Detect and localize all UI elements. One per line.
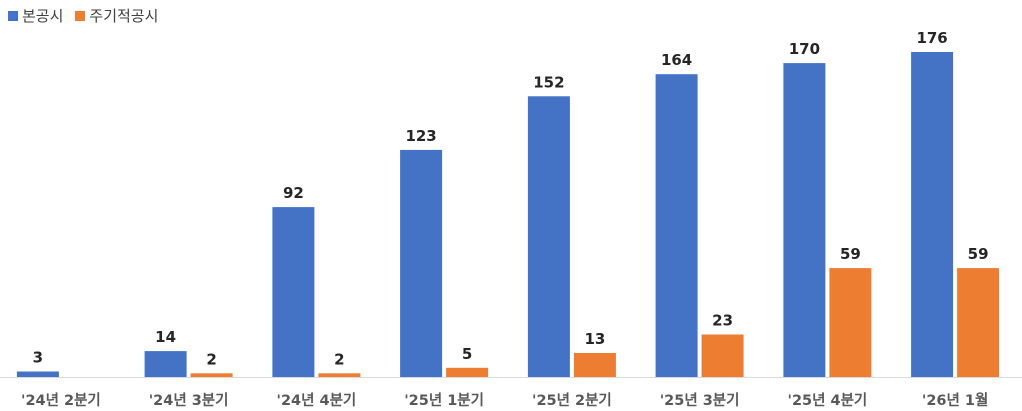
data-label-series2-6: 59 (840, 245, 861, 263)
bar-series2-3 (446, 367, 489, 377)
bars-group (16, 52, 1000, 378)
data-label-series2-1: 2 (206, 350, 216, 368)
labels-group: 3 '24년 2분기 14 2 '24년 3분기 92 2 '24년 4분기 123 5 '25년 … (21, 29, 989, 409)
bar-series1-2 (272, 207, 315, 377)
legend-item-series-1: 본공시 (8, 5, 63, 26)
bar-series1-4 (527, 96, 570, 378)
bar-series1-6 (783, 63, 826, 377)
data-label-series2-4: 13 (584, 330, 605, 348)
bar-series1-1 (144, 351, 187, 377)
category-label-5: '25년 3분기 (660, 392, 740, 409)
data-label-series1-4: 152 (533, 73, 564, 91)
data-label-series1-3: 123 (405, 127, 436, 145)
category-label-6: '25년 4분기 (788, 392, 868, 409)
legend-swatch-series-2 (75, 10, 86, 21)
bar-series2-2 (318, 373, 361, 377)
legend-swatch-series-1 (8, 10, 18, 21)
data-label-series1-1: 14 (155, 328, 176, 346)
data-label-series1-7: 176 (916, 29, 947, 47)
category-label-7: '26년 1월 (922, 392, 988, 409)
bar-series2-7 (957, 268, 1000, 377)
legend: 본공시 주기적공시 (8, 5, 170, 26)
bar-series1-5 (655, 74, 698, 377)
bar-series2-1 (190, 373, 233, 377)
data-label-series2-5: 23 (712, 312, 733, 330)
data-label-series2-3: 5 (462, 345, 472, 363)
legend-item-series-2: 주기적공시 (75, 5, 158, 26)
data-label-series1-6: 170 (789, 40, 820, 58)
bar-series2-5 (701, 334, 744, 377)
data-label-series2-7: 59 (968, 245, 989, 263)
bar-series1-0 (16, 371, 59, 377)
category-label-4: '25년 2분기 (532, 392, 612, 409)
bar-series2-6 (829, 268, 872, 377)
data-label-series1-5: 164 (661, 51, 692, 69)
bar-series2-4 (573, 353, 616, 377)
bar-series1-3 (400, 149, 443, 377)
legend-label-series-2: 주기적공시 (89, 7, 159, 25)
legend-label-series-1: 본공시 (22, 7, 64, 25)
category-label-0: '24년 2분기 (21, 392, 101, 409)
data-label-series1-2: 92 (283, 184, 304, 202)
category-label-2: '24년 4분기 (277, 392, 357, 409)
category-label-3: '25년 1분기 (404, 392, 484, 409)
category-label-1: '24년 3분기 (149, 392, 229, 409)
bar-series1-7 (911, 52, 954, 377)
data-label-series1-0: 3 (33, 349, 43, 367)
data-label-series2-2: 2 (334, 350, 344, 368)
